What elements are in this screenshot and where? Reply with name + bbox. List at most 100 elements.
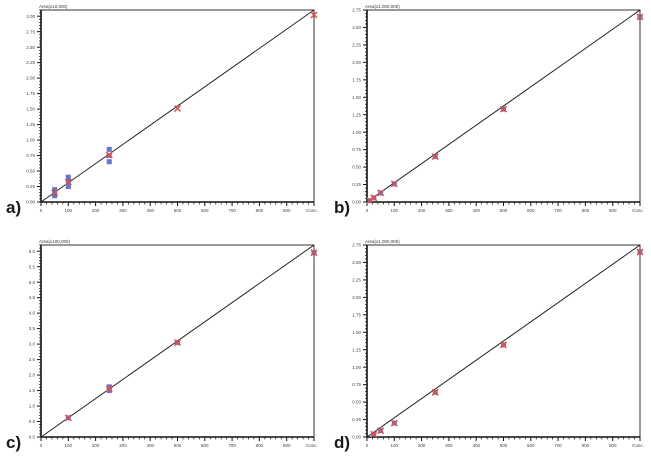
data-point-mean [64,414,72,422]
data-point-replicate [52,187,58,193]
y-tick-label: 4.0 [29,311,36,316]
data-point-mean [377,189,385,197]
x-tick-label: 100 [391,208,399,213]
y-tick-label: 1.00 [352,130,361,135]
x-tick-label: 200 [418,208,426,213]
y-tick-label: 1.75 [26,91,35,96]
chart-panel-d: Area(x1,000,000) 0.00 0.25 0.50 0.75 1.00 1.25… [326,229,651,458]
y-tick-label: 0.0 [29,435,36,440]
data-point-mean [370,194,378,202]
y-tick-label: 6.0 [29,249,36,254]
chart-a-svg: Area(x10,000) 0.00 0.25 0.50 0.75 1.00 1.25 1.5… [26,4,318,213]
y-tick-label: 2.75 [352,243,361,248]
x-axis-title: Conc. [306,208,318,213]
x-tick-label: 400 [146,208,154,213]
x-tick-label: 500 [500,443,508,448]
y-tick-label: 0.75 [26,153,35,158]
y-tick-label: 5.5 [29,264,36,269]
x-tick-label: 400 [472,443,480,448]
y-tick-label: 1.25 [352,347,361,352]
x-tick-label: 900 [609,208,617,213]
data-point-mean [310,249,318,257]
panel-label-d: d) [334,433,351,452]
panel-label-c: c) [6,433,22,452]
y-tick-label: 2.00 [352,295,361,300]
x-tick-label: 900 [609,443,617,448]
data-point-mean [636,13,644,21]
y-tick-label: 1.75 [352,312,361,317]
data-point-replicate [106,388,112,394]
calibration-fit-line [366,9,641,203]
x-tick-label: 200 [92,208,100,213]
chart-panel-a: Area(x10,000) 0.00 0.25 0.50 0.75 1.00 1.25 1.5… [0,0,325,229]
y-tick-label: 0.75 [352,147,361,152]
y-axis-title: Area(x100,000) [39,239,71,244]
chart-b-svg: Area(x1,000,000) 0.00 0.25 0.50 0.75 1.00 1.25… [352,4,644,213]
data-point-replicate [106,384,112,390]
data-point-mean [64,178,72,186]
x-axis-title: Conc. [632,208,644,213]
y-tick-label: 2.75 [352,8,361,13]
data-point-mean [370,430,378,438]
calibration-fit-line [40,9,315,203]
y-tick-label: 2.25 [352,43,361,48]
chart-panel-b: Area(x1,000,000) 0.00 0.25 0.50 0.75 1.00 1.25… [326,0,651,229]
x-tick-label: 200 [418,443,426,448]
y-axis-title: Area(x10,000) [39,4,68,9]
y-tick-label: 4.5 [29,295,36,300]
x-tick-label: 600 [527,443,535,448]
panel-label-b: b) [334,198,351,217]
y-tick-label: 2.00 [26,76,35,81]
y-tick-label: 2.50 [26,45,35,50]
x-tick-label: 600 [201,443,209,448]
y-tick-label: 2.25 [26,60,35,65]
data-point-mean [499,341,508,349]
x-tick-label: 0 [366,208,369,213]
data-point-replicate [65,184,71,190]
y-tick-label: 2.5 [29,357,36,362]
data-point-mean [431,153,439,161]
x-tick-label: 100 [391,443,399,448]
y-tick-label: 0.50 [352,400,361,405]
y-tick-label: 1.5 [29,388,36,393]
x-tick-label: 100 [65,443,73,448]
y-tick-label: 1.75 [352,77,361,82]
x-tick-label: 800 [256,208,264,213]
y-tick-label: 1.50 [352,330,361,335]
x-tick-label: 700 [554,208,562,213]
chart-c-svg: Area(x100,000) 0.0 0.5 1.0 1.5 2.0 2.5 3.0 3.5 4.… [29,239,318,448]
data-point-mean [366,197,374,205]
x-tick-label: 500 [500,208,508,213]
x-tick-label: 700 [228,443,236,448]
data-point-mean [377,427,385,435]
x-axis-title: Conc. [306,443,318,448]
y-tick-label: 0.5 [29,419,36,424]
y-tick-label: 3.00 [26,14,35,19]
x-tick-label: 100 [65,208,73,213]
x-tick-label: 900 [283,443,291,448]
y-tick-label: 2.0 [29,373,36,378]
y-tick-label: 0.50 [352,165,361,170]
y-tick-label: 0.00 [26,200,35,205]
y-tick-label: 0.25 [352,182,361,187]
x-tick-label: 0 [40,443,43,448]
y-tick-label: 2.50 [352,25,361,30]
y-tick-label: 0.00 [352,435,361,440]
x-tick-label: 300 [445,208,453,213]
y-axis-title: Area(x1,000,000) [365,239,400,244]
y-tick-label: 1.50 [352,95,361,100]
y-tick-label: 0.25 [352,417,361,422]
y-tick-label: 3.5 [29,326,36,331]
y-tick-label: 3.0 [29,342,36,347]
data-point-mean [173,339,182,347]
data-point-mean [431,388,439,396]
data-point-replicate [106,159,112,165]
x-tick-label: 300 [445,443,453,448]
y-tick-label: 2.50 [352,260,361,265]
data-point-replicate [52,193,58,199]
x-tick-label: 500 [174,443,182,448]
y-tick-label: 0.25 [26,184,35,189]
x-tick-label: 400 [472,208,480,213]
data-point-mean [390,419,398,427]
data-point-mean [310,11,318,19]
